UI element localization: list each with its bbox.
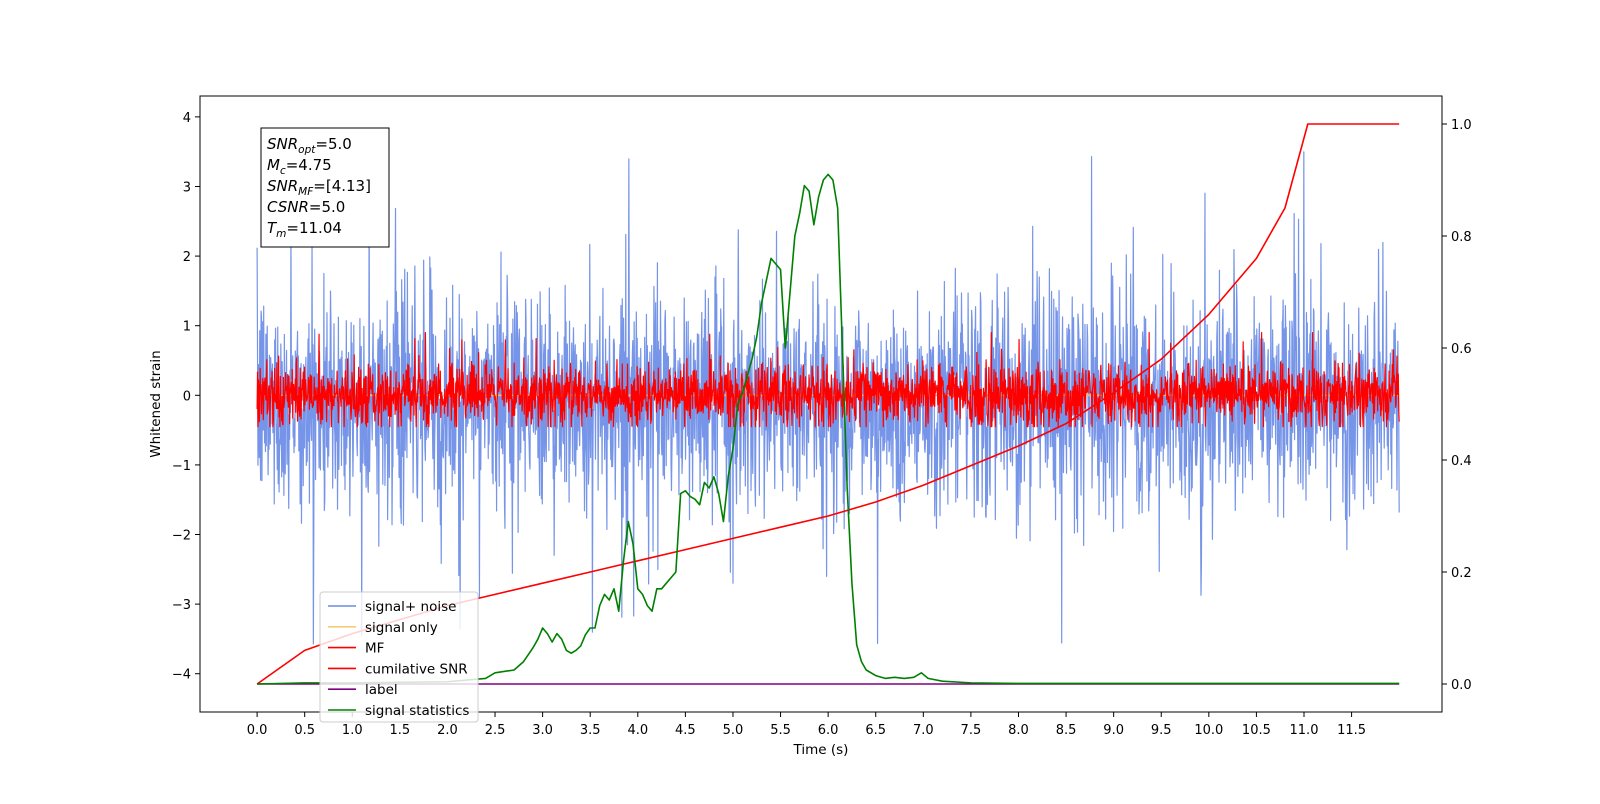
- annotation-line: CSNR=5.0: [267, 198, 345, 216]
- signal-statistics-line: [257, 173, 1400, 685]
- y-tick-label: −4: [172, 668, 191, 683]
- y-tick-label: 0: [183, 389, 191, 404]
- y-tick-label: 3: [183, 180, 191, 195]
- x-tick-label: 3.5: [580, 723, 601, 738]
- y-tick-label: 1: [183, 320, 191, 335]
- right-y-tick-label: 0.6: [1451, 342, 1472, 357]
- legend-label-signal-statistics: signal statistics: [365, 703, 469, 719]
- plot-frame: [199, 95, 1443, 713]
- right-y-tick-label: 1.0: [1451, 118, 1472, 133]
- x-tick-label: 6.5: [865, 723, 886, 738]
- x-tick-label: 3.0: [532, 723, 553, 738]
- y-tick-label: −2: [172, 529, 191, 544]
- x-tick-label: 11.0: [1290, 723, 1319, 738]
- legend-label-mf: MF: [365, 641, 384, 657]
- right-y-tick-label: 0.2: [1451, 566, 1472, 581]
- x-tick-label: 7.0: [913, 723, 934, 738]
- right-y-tick-label: 0.0: [1451, 678, 1472, 693]
- legend-label-signal-noise: signal+ noise: [365, 599, 456, 615]
- x-tick-label: 5.5: [770, 723, 791, 738]
- annotation-box-frame: [260, 127, 390, 248]
- mf-line: [256, 332, 1400, 428]
- legend-frame: [319, 591, 479, 723]
- x-axis-label: Time (s): [793, 742, 849, 758]
- x-tick-label: 2.0: [437, 723, 458, 738]
- x-tick-label: 1.5: [390, 723, 411, 738]
- x-tick-label: 2.5: [485, 723, 506, 738]
- legend-label-label: label: [365, 682, 398, 698]
- x-tick-label: 6.0: [818, 723, 839, 738]
- x-tick-label: 8.0: [1008, 723, 1029, 738]
- y-tick-label: −1: [172, 459, 191, 474]
- legend-label-signal-only: signal only: [365, 620, 438, 636]
- x-tick-label: 5.0: [723, 723, 744, 738]
- annotation-line: SNRMF=[4.13]: [267, 177, 371, 198]
- x-tick-label: 8.5: [1056, 723, 1077, 738]
- x-tick-label: 7.5: [961, 723, 982, 738]
- x-tick-label: 10.0: [1194, 723, 1223, 738]
- y-tick-label: −3: [172, 598, 191, 613]
- y-axis-label: Whitened strain: [148, 350, 164, 457]
- x-tick-label: 9.5: [1151, 723, 1172, 738]
- legend-label-cumilative-snr: cumilative SNR: [365, 661, 468, 677]
- ticks-layer: 0.0 0.5 1.0 1.5 2.0 2.5 3.0 3.5 4.0 4.5 5.0 5.5 6.0 6…: [172, 111, 1472, 738]
- y-tick-label: 4: [183, 111, 191, 126]
- right-y-tick-label: 0.4: [1451, 454, 1472, 469]
- x-tick-label: 4.0: [627, 723, 648, 738]
- x-tick-label: 1.0: [342, 723, 363, 738]
- legend: signal+ noise signal only MF cumilative SNR…: [319, 591, 479, 723]
- x-tick-label: 10.5: [1242, 723, 1271, 738]
- annotation-line: SNRopt=5.0: [267, 135, 352, 156]
- x-tick-label: 11.5: [1337, 723, 1366, 738]
- x-tick-label: 4.5: [675, 723, 696, 738]
- x-tick-label: 0.0: [247, 723, 268, 738]
- x-tick-label: 9.0: [1103, 723, 1124, 738]
- annotation-line: Mc=4.75: [267, 156, 332, 177]
- y-tick-label: 2: [183, 250, 191, 265]
- right-y-tick-label: 0.8: [1451, 230, 1472, 245]
- annotation-line: Tm=11.04: [267, 219, 342, 240]
- x-tick-label: 0.5: [294, 723, 315, 738]
